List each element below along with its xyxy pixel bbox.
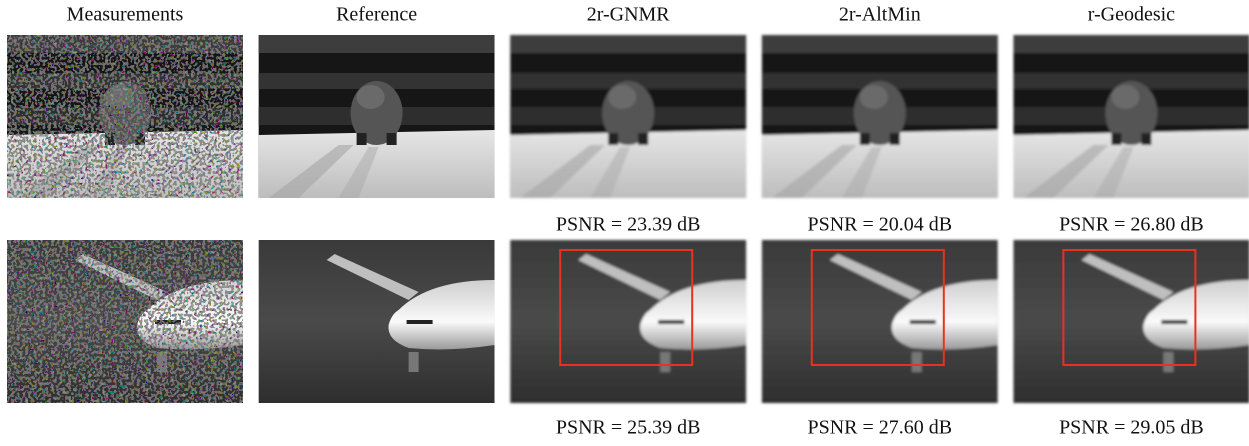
psnr-caption: PSNR = 29.05 dB: [1059, 417, 1204, 439]
image: [1013, 35, 1249, 198]
missing-entries: [7, 240, 243, 403]
column-header: 2r-GNMR: [587, 4, 671, 26]
image: [259, 240, 495, 403]
image-content: [762, 240, 998, 403]
image-content: [762, 35, 998, 198]
psnr-caption: PSNR = 23.39 dB: [556, 214, 701, 236]
psnr-caption: PSNR = 25.39 dB: [556, 417, 701, 439]
image: [7, 35, 243, 198]
missing-entries: [7, 35, 243, 198]
column-header: r-Geodesic: [1088, 4, 1175, 26]
image-content: [1013, 240, 1249, 403]
image: [510, 240, 746, 403]
image: [1013, 240, 1249, 403]
image: [7, 240, 243, 403]
image-content: [510, 35, 746, 198]
image-content: [1013, 35, 1249, 198]
column-header: 2r-AltMin: [839, 4, 921, 26]
image: [259, 35, 495, 198]
psnr-caption: PSNR = 20.04 dB: [807, 214, 952, 236]
figure: Measurements Reference 2r-GNMR 2r-AltMin r-G…: [0, 0, 1249, 441]
image: [762, 35, 998, 198]
image: [762, 240, 998, 403]
image: [510, 35, 746, 198]
image-content: [259, 35, 495, 198]
psnr-caption: PSNR = 26.80 dB: [1059, 214, 1204, 236]
column-header: Measurements: [67, 4, 184, 26]
psnr-caption: PSNR = 27.60 dB: [807, 417, 952, 439]
column-header: Reference: [336, 4, 417, 26]
image-content: [259, 240, 495, 403]
image-content: [510, 240, 746, 403]
